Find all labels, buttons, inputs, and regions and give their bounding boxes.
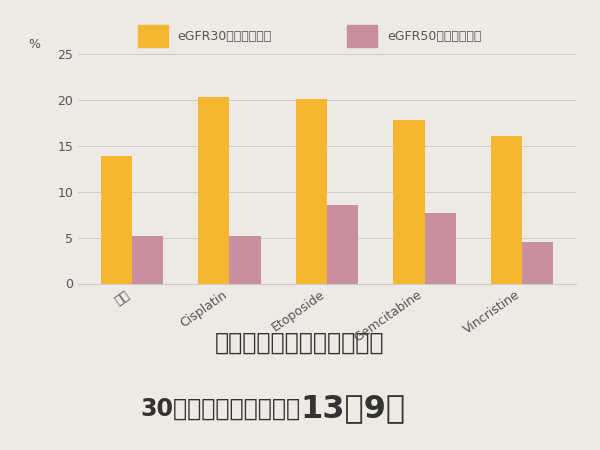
Bar [491, 136, 522, 284]
Bar [394, 120, 425, 284]
Bar [229, 236, 260, 284]
Text: 30％以上の腎機能低下: 30％以上の腎機能低下 [140, 396, 300, 420]
Bar [132, 236, 163, 284]
Text: %: % [28, 38, 40, 51]
Text: 化学療法開始３か月以内の: 化学療法開始３か月以内の [215, 331, 385, 355]
Bar [327, 206, 358, 284]
Bar [138, 25, 167, 47]
Bar [296, 99, 327, 284]
Bar [425, 213, 456, 284]
Bar [198, 97, 229, 284]
Bar [101, 156, 132, 284]
Bar [347, 25, 377, 47]
Text: 13．9％: 13．9％ [300, 393, 405, 424]
Bar [522, 242, 553, 284]
Text: eGFR30％以上の低下: eGFR30％以上の低下 [178, 30, 272, 42]
Text: eGFR50％以上の低下: eGFR50％以上の低下 [387, 30, 481, 42]
